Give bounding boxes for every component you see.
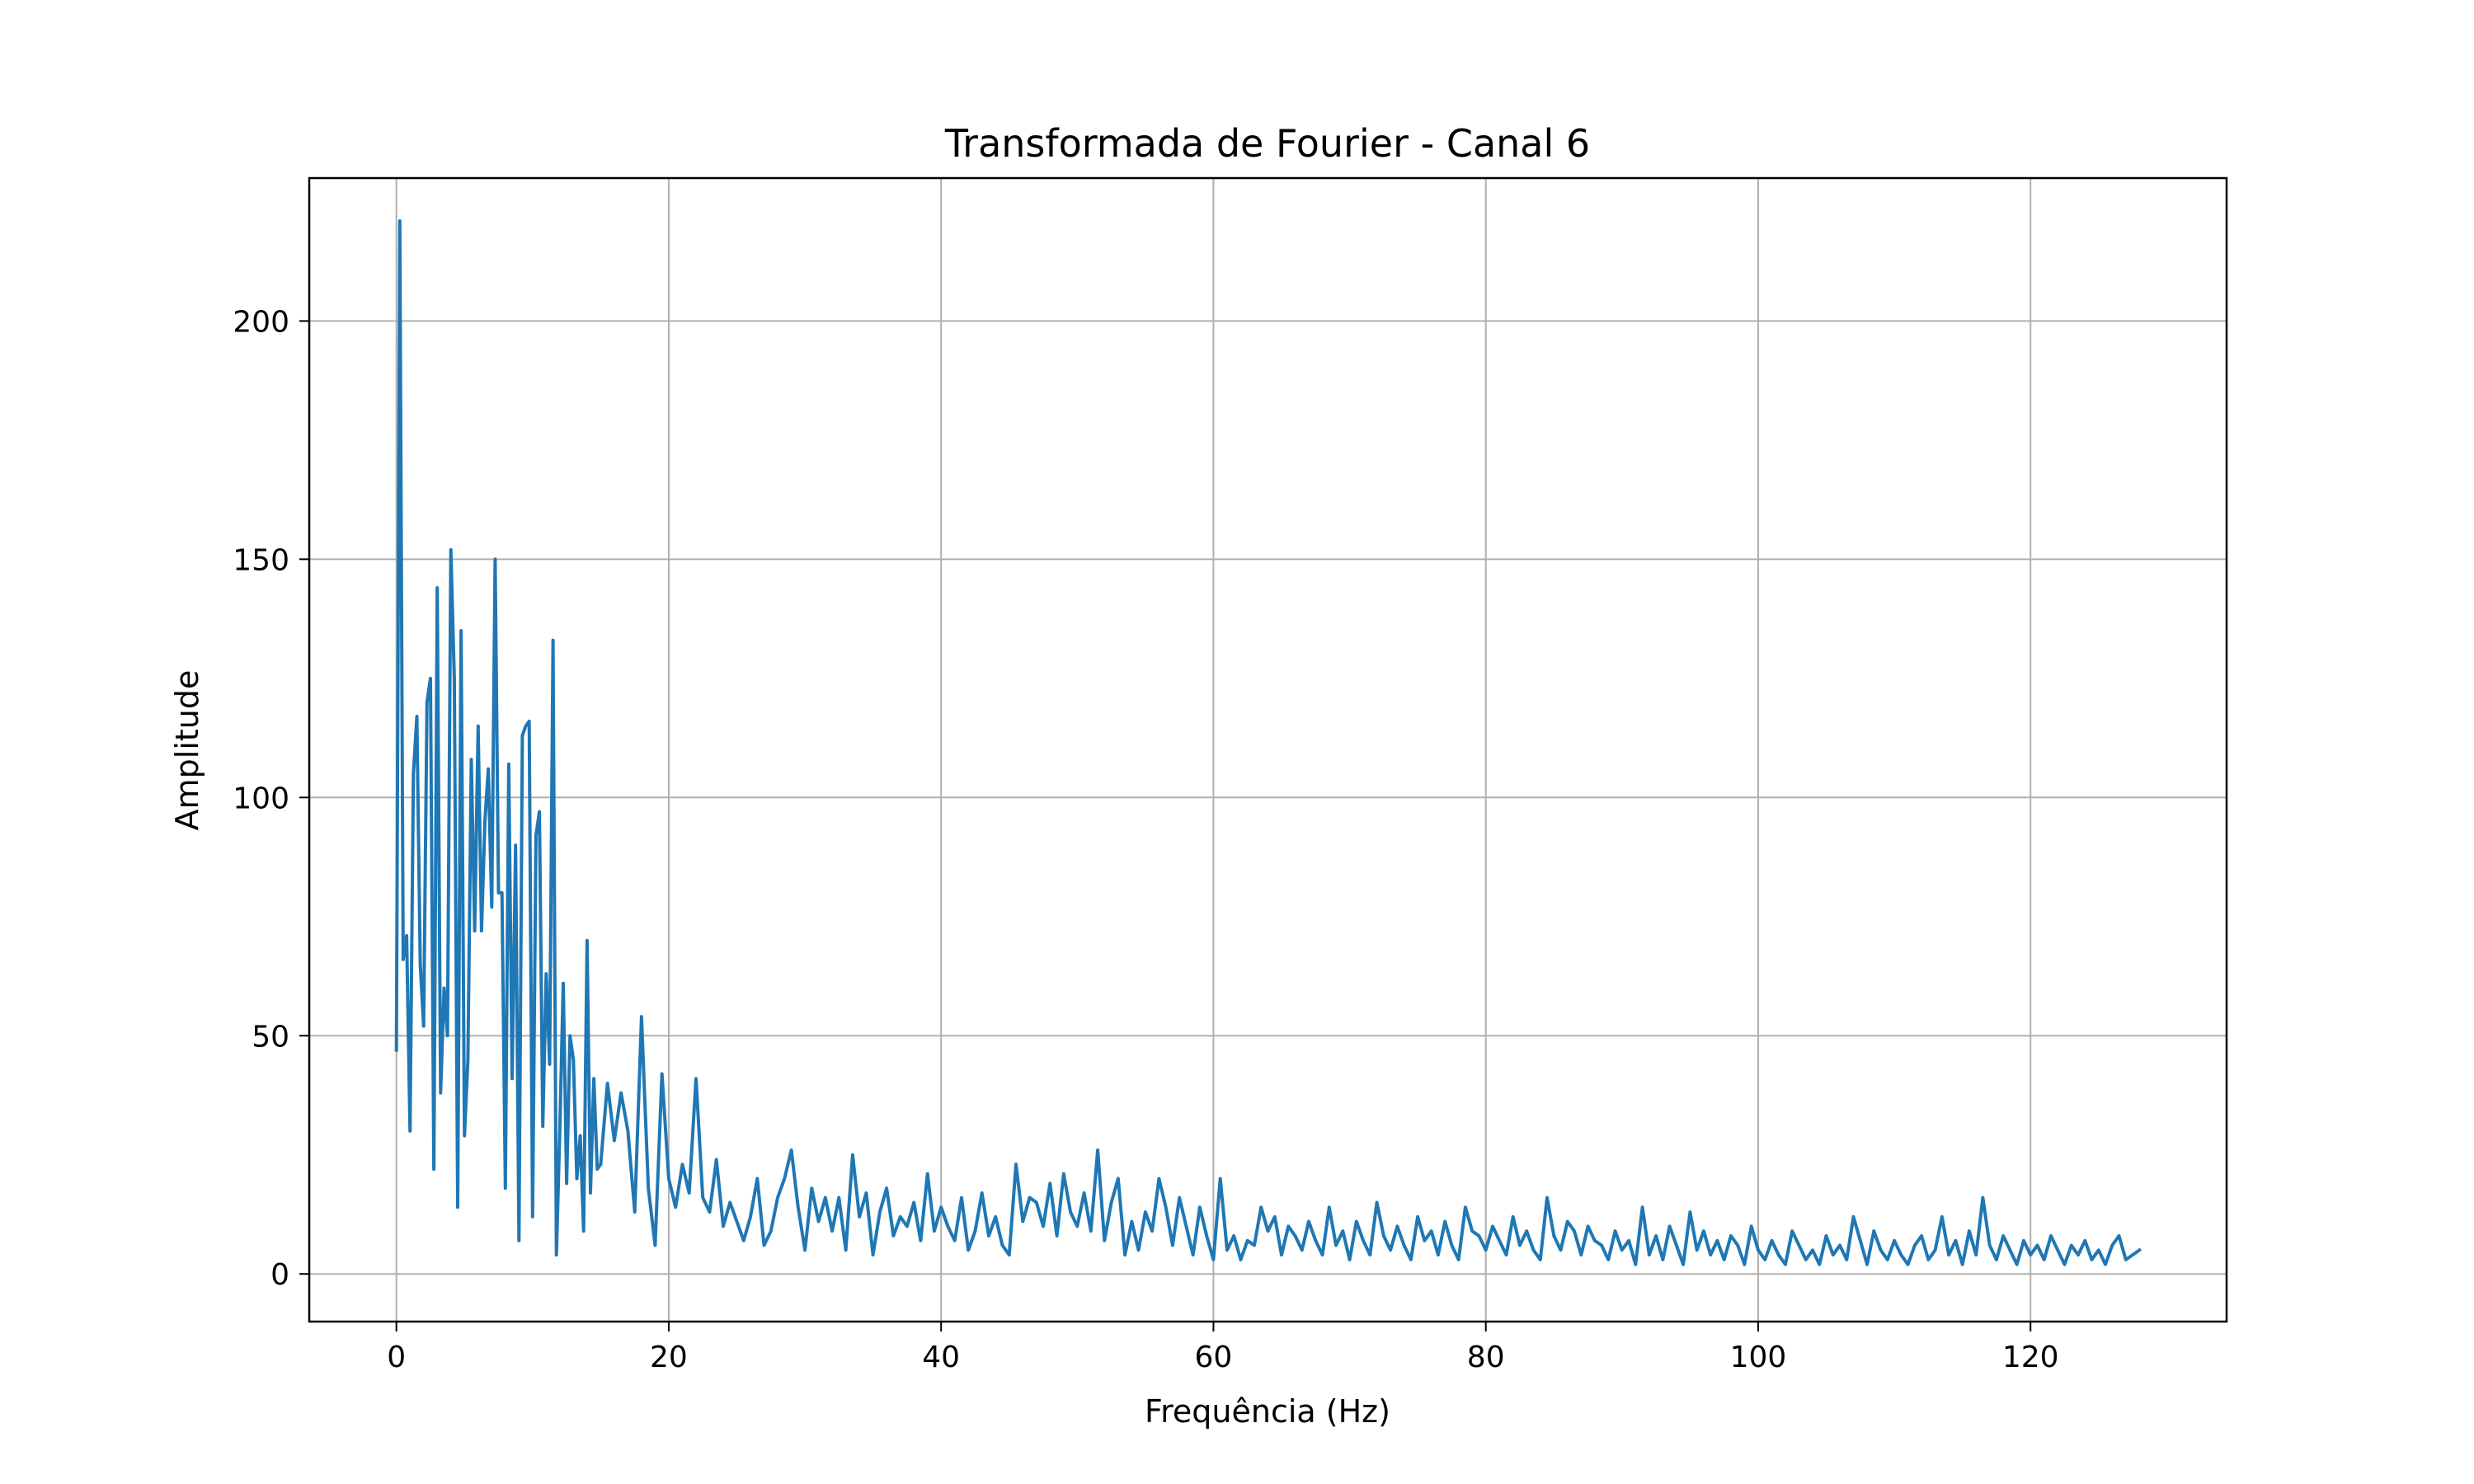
series-line — [394, 219, 2142, 1266]
plot-frame — [308, 176, 2228, 1323]
x-tick-label: 20 — [650, 1341, 688, 1374]
x-tick-label: 80 — [1467, 1341, 1505, 1374]
x-axis-label: Frequência (Hz) — [1145, 1393, 1390, 1430]
x-tick-label: 40 — [922, 1341, 960, 1374]
x-tick-label: 100 — [1730, 1341, 1787, 1374]
y-tick-label: 150 — [233, 543, 289, 577]
y-tick-label: 50 — [252, 1020, 289, 1054]
y-axis-label: Amplitude — [169, 670, 205, 831]
series-group — [394, 219, 2142, 1266]
y-tick-label: 0 — [270, 1258, 289, 1292]
x-tick-label: 0 — [387, 1341, 406, 1374]
x-tick-label: 60 — [1195, 1341, 1233, 1374]
grid-lines — [309, 178, 2227, 1322]
y-tick-label: 100 — [233, 782, 289, 815]
chart-title: Transformada de Fourier - Canal 6 — [944, 121, 1590, 166]
x-tick-label: 120 — [2002, 1341, 2059, 1374]
y-tick-label: 200 — [233, 305, 289, 339]
axis-ticks: 0 20 40 60 80 100 120 0 50 100 150 200 — [233, 305, 2058, 1374]
